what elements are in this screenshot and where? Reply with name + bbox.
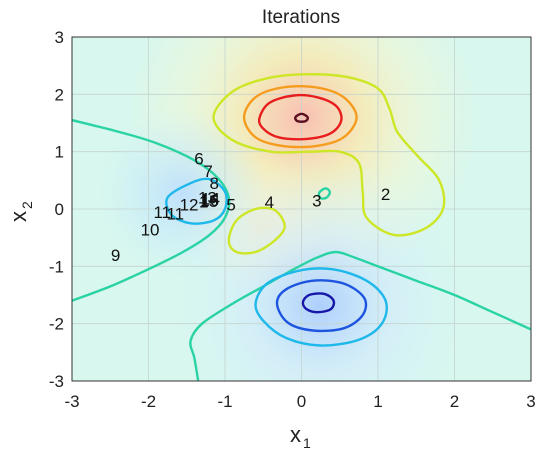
y-tick-label-6: 3 bbox=[55, 28, 64, 47]
y-tick-label-4: 1 bbox=[55, 143, 64, 162]
iteration-label-7: 8 bbox=[210, 174, 219, 193]
y-tick-label-3: 0 bbox=[55, 200, 64, 219]
iteration-label-11: 11 bbox=[166, 205, 184, 224]
y-tick-label-1: -2 bbox=[49, 315, 64, 334]
contour-lines bbox=[72, 73, 531, 381]
contour-line-11 bbox=[301, 292, 336, 314]
iteration-label-4: 5 bbox=[226, 195, 235, 214]
contour-line-9 bbox=[254, 267, 388, 347]
contour-line-1 bbox=[189, 250, 531, 381]
contour-line-4 bbox=[227, 206, 286, 255]
y-axis-label: x 2 bbox=[6, 201, 35, 222]
contour-line-2 bbox=[317, 187, 332, 200]
x-axis-label-subscript: 1 bbox=[303, 435, 311, 451]
iteration-label-16: 16 bbox=[200, 191, 219, 210]
iteration-label-3: 4 bbox=[265, 193, 274, 212]
x-tick-label-1: -2 bbox=[141, 392, 156, 411]
contour-line-6 bbox=[257, 93, 343, 141]
iteration-label-12: 12 bbox=[180, 195, 199, 214]
y-tick-label-5: 2 bbox=[55, 85, 64, 104]
y-tick-label-2: -1 bbox=[49, 257, 64, 276]
iteration-label-10: 11 bbox=[153, 203, 171, 222]
x-tick-label-0: -3 bbox=[64, 392, 79, 411]
iteration-label-5: 6 bbox=[194, 150, 203, 169]
contour-line-10 bbox=[275, 279, 368, 333]
x-axis-label: x 1 bbox=[290, 422, 311, 451]
iteration-label-9: 10 bbox=[141, 221, 160, 240]
iteration-label-1: 2 bbox=[381, 185, 390, 204]
y-tick-labels: -3 -2 -1 0 1 2 3 bbox=[49, 28, 64, 391]
x-axis-label-base: x bbox=[290, 422, 301, 447]
x-tick-label-6: 3 bbox=[526, 392, 535, 411]
x-tick-labels: -3 -2 -1 0 1 2 3 bbox=[64, 392, 535, 411]
iteration-label-15: 15 bbox=[199, 192, 218, 211]
y-tick-label-0: -3 bbox=[49, 372, 64, 391]
contour-line-8 bbox=[165, 177, 228, 225]
y-axis-label-subscript: 2 bbox=[19, 201, 35, 209]
iteration-label-14: 14 bbox=[201, 190, 220, 209]
chart-title: Iterations bbox=[262, 7, 340, 28]
iteration-label-13: 13 bbox=[198, 189, 217, 208]
contour-line-5 bbox=[242, 85, 358, 149]
iteration-label-8: 9 bbox=[111, 246, 120, 265]
x-tick-label-3: 0 bbox=[297, 392, 306, 411]
y-axis-label-base: x bbox=[6, 211, 31, 222]
plot-frame bbox=[71, 36, 532, 382]
contour-line-7 bbox=[294, 112, 309, 123]
iteration-label-0: 1 bbox=[199, 193, 208, 212]
x-tick-label-5: 2 bbox=[450, 392, 459, 411]
contour-line-3 bbox=[212, 73, 446, 237]
x-tick-label-4: 1 bbox=[373, 392, 382, 411]
contour-line-0 bbox=[72, 118, 231, 302]
iteration-label-2: 3 bbox=[312, 191, 321, 210]
iteration-label-6: 7 bbox=[203, 162, 212, 181]
x-tick-label-2: -1 bbox=[217, 392, 232, 411]
